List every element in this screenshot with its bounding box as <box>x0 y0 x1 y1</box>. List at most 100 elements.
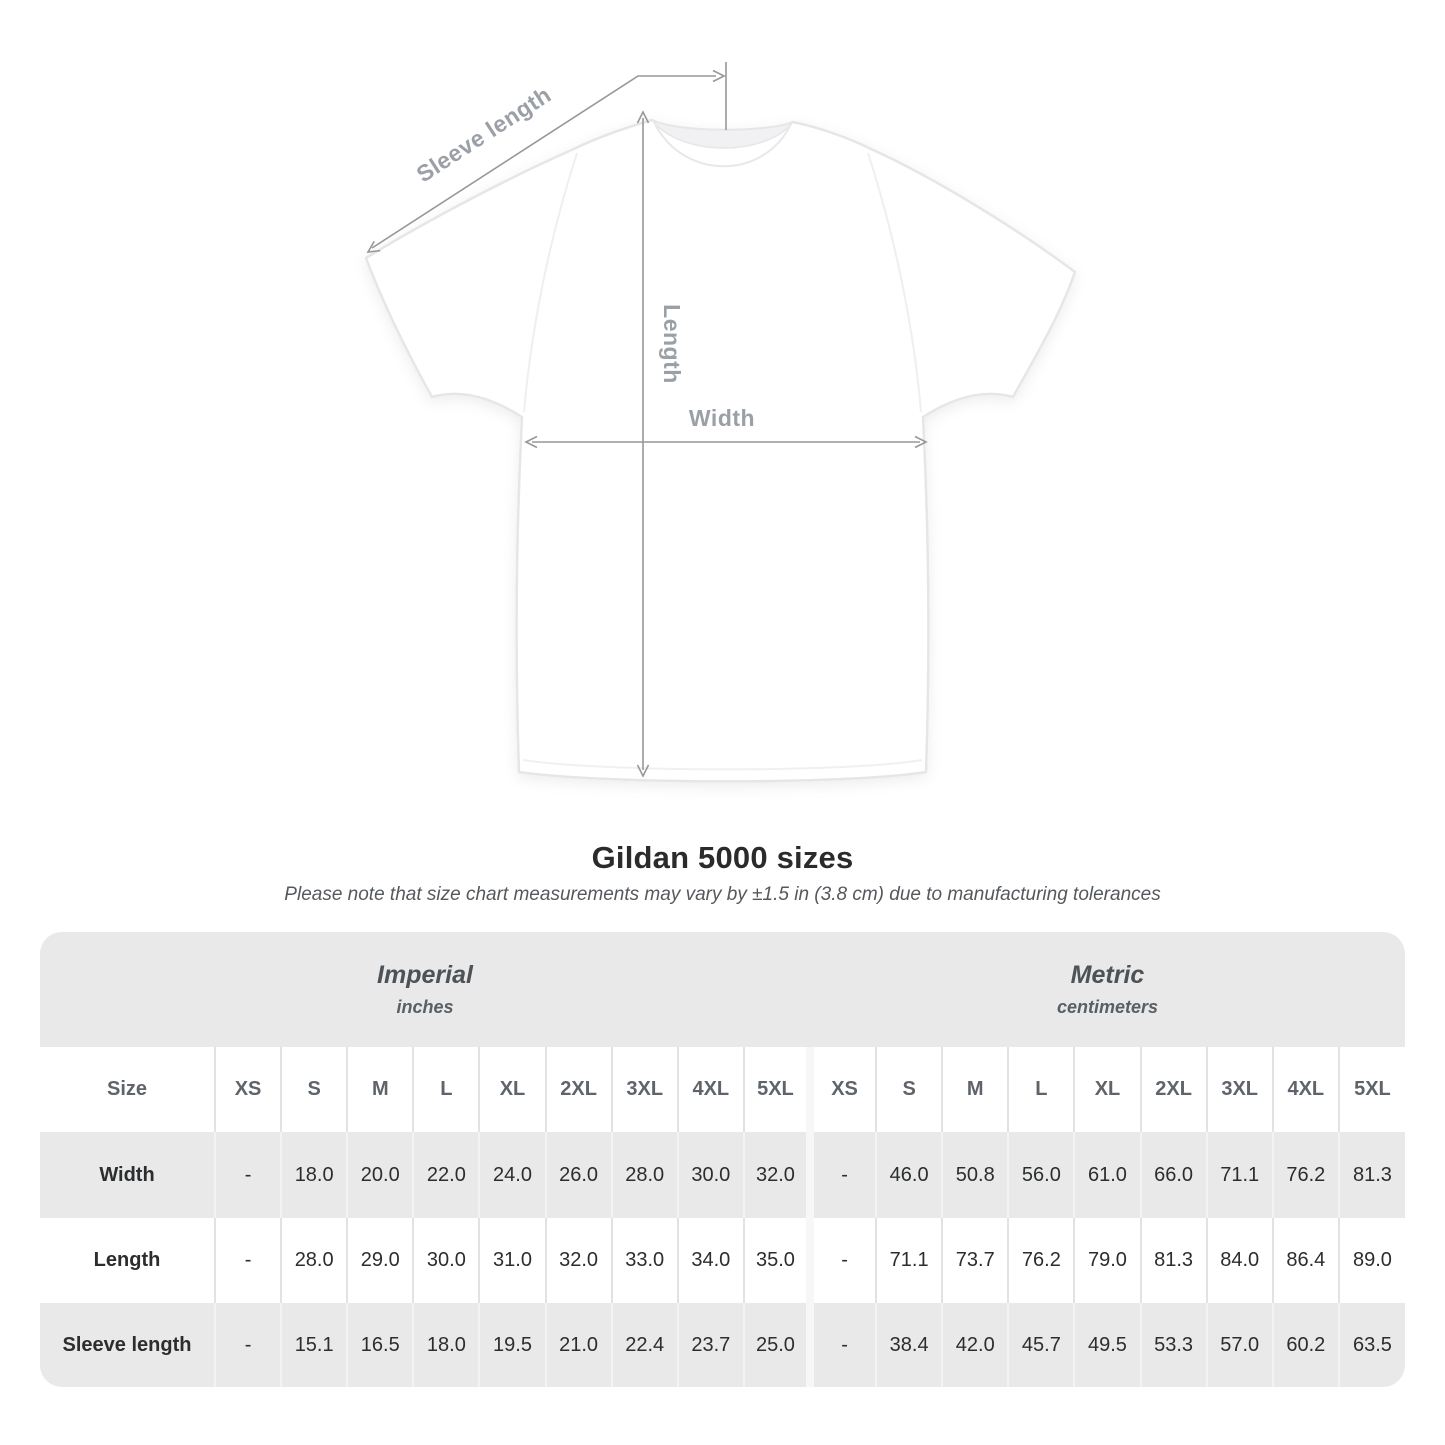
size-header-cell: 5XL <box>742 1047 810 1132</box>
value-cell: 32.0 <box>742 1132 810 1218</box>
value-cell: 73.7 <box>941 1218 1009 1303</box>
length-arrowhead-top <box>636 110 650 124</box>
unit-header-row: Imperial inches Metric centimeters <box>40 932 1405 1047</box>
tshirt-measurement-diagram: Sleeve length Length Width <box>364 62 1077 783</box>
size-header-cell: XL <box>478 1047 546 1132</box>
value-cell: 46.0 <box>875 1132 943 1218</box>
size-chart-table: Imperial inches Metric centimeters Size … <box>40 932 1405 1387</box>
collar-inside <box>651 119 794 149</box>
value-cell: - <box>805 1218 877 1303</box>
size-header-cell: XS <box>213 1047 282 1132</box>
size-header-row: Size XS S M L XL 2XL 3XL 4XL 5XL XS S M … <box>40 1047 1405 1132</box>
size-header-cell: XS <box>805 1047 877 1132</box>
size-header-cell: 5XL <box>1337 1047 1405 1132</box>
value-cell: 86.4 <box>1271 1218 1339 1303</box>
value-cell: 32.0 <box>544 1218 612 1303</box>
collar-seam <box>654 123 791 168</box>
value-cell: 20.0 <box>346 1132 414 1218</box>
value-cell: 66.0 <box>1139 1132 1207 1218</box>
size-header-cell: L <box>1007 1047 1075 1132</box>
value-cell: 45.7 <box>1007 1303 1075 1387</box>
value-cell: 24.0 <box>478 1132 546 1218</box>
value-cell: 63.5 <box>1337 1303 1405 1387</box>
left-sleeve-seam <box>523 152 578 413</box>
size-column-header: Size <box>40 1047 215 1132</box>
size-header-cell: 2XL <box>544 1047 612 1132</box>
metric-title: Metric <box>1070 961 1145 989</box>
value-cell: 81.3 <box>1139 1218 1207 1303</box>
sleeve-length-line <box>371 75 716 249</box>
row-label: Sleeve length <box>40 1303 215 1387</box>
row-label: Length <box>40 1218 215 1303</box>
size-header-cell: 4XL <box>676 1047 744 1132</box>
sleeve-arrowhead-right <box>712 69 726 83</box>
tshirt-outline <box>364 118 1077 783</box>
width-arrowhead-left <box>524 435 538 449</box>
width-row: Width - 18.0 20.0 22.0 24.0 26.0 28.0 30… <box>40 1132 1405 1218</box>
value-cell: 89.0 <box>1337 1218 1405 1303</box>
value-cell: - <box>213 1303 282 1387</box>
value-cell: 33.0 <box>610 1218 678 1303</box>
value-cell: 76.2 <box>1007 1218 1075 1303</box>
value-cell: - <box>213 1218 282 1303</box>
tshirt-graphic <box>364 118 1077 783</box>
value-cell: 81.3 <box>1337 1132 1405 1218</box>
value-cell: 18.0 <box>280 1132 348 1218</box>
length-row: Length - 28.0 29.0 30.0 31.0 32.0 33.0 3… <box>40 1218 1405 1303</box>
value-cell: - <box>805 1303 877 1387</box>
size-table: Imperial inches Metric centimeters Size … <box>40 932 1405 1387</box>
page-title: Gildan 5000 sizes <box>591 840 854 875</box>
value-cell: 29.0 <box>346 1218 414 1303</box>
size-header-cell: XL <box>1073 1047 1141 1132</box>
value-cell: 31.0 <box>478 1218 546 1303</box>
value-cell: 57.0 <box>1205 1303 1273 1387</box>
value-cell: 42.0 <box>941 1303 1009 1387</box>
value-cell: - <box>213 1132 282 1218</box>
length-label: Length <box>659 304 685 384</box>
value-cell: 25.0 <box>742 1303 810 1387</box>
imperial-unit: inches <box>396 997 454 1017</box>
value-cell: 61.0 <box>1073 1132 1141 1218</box>
width-label: Width <box>689 405 755 431</box>
length-arrowhead-bottom <box>636 764 650 778</box>
metric-group-header: Metric centimeters <box>809 932 1405 1047</box>
value-cell: 35.0 <box>742 1218 810 1303</box>
value-cell: 19.5 <box>478 1303 546 1387</box>
hem-stitch <box>522 759 923 771</box>
size-header-cell: M <box>346 1047 414 1132</box>
size-header-cell: 2XL <box>1139 1047 1207 1132</box>
sleeve-arrowhead-tip <box>366 240 381 253</box>
imperial-title: Imperial <box>377 961 473 989</box>
value-cell: 76.2 <box>1271 1132 1339 1218</box>
size-header-cell: L <box>412 1047 480 1132</box>
value-cell: 53.3 <box>1139 1303 1207 1387</box>
width-arrowhead-right <box>914 435 928 449</box>
value-cell: 34.0 <box>676 1218 744 1303</box>
imperial-group-header: Imperial inches <box>40 932 810 1047</box>
value-cell: - <box>805 1132 877 1218</box>
size-header-cell: S <box>280 1047 348 1132</box>
value-cell: 60.2 <box>1271 1303 1339 1387</box>
value-cell: 49.5 <box>1073 1303 1141 1387</box>
value-cell: 79.0 <box>1073 1218 1141 1303</box>
value-cell: 30.0 <box>412 1218 480 1303</box>
value-cell: 15.1 <box>280 1303 348 1387</box>
value-cell: 26.0 <box>544 1132 612 1218</box>
value-cell: 22.0 <box>412 1132 480 1218</box>
value-cell: 16.5 <box>346 1303 414 1387</box>
value-cell: 84.0 <box>1205 1218 1273 1303</box>
size-header-cell: M <box>941 1047 1009 1132</box>
value-cell: 50.8 <box>941 1132 1009 1218</box>
measurement-arrows <box>366 62 928 778</box>
value-cell: 23.7 <box>676 1303 744 1387</box>
value-cell: 71.1 <box>875 1218 943 1303</box>
value-cell: 38.4 <box>875 1303 943 1387</box>
row-label: Width <box>40 1132 215 1218</box>
size-header-cell: 4XL <box>1271 1047 1339 1132</box>
value-cell: 71.1 <box>1205 1132 1273 1218</box>
size-header-cell: 3XL <box>610 1047 678 1132</box>
value-cell: 18.0 <box>412 1303 480 1387</box>
sleeve-length-row: Sleeve length - 15.1 16.5 18.0 19.5 21.0… <box>40 1303 1405 1387</box>
value-cell: 56.0 <box>1007 1132 1075 1218</box>
